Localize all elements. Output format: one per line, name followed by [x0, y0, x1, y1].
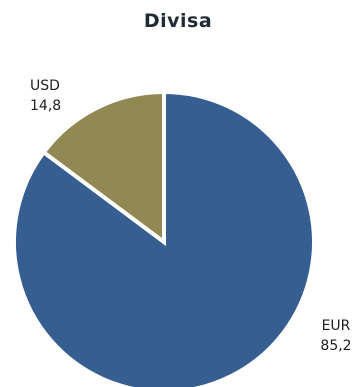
pie-slice-usd	[40, 89, 166, 246]
slice-label-usd: USD	[30, 78, 60, 94]
slice-label-eur: EUR	[322, 318, 351, 334]
pie-slices	[12, 89, 316, 387]
chart-title: Divisa	[143, 10, 213, 32]
pie-labels: EUR 85,2 USD 14,8	[30, 78, 352, 354]
slice-value-eur: 85,2	[320, 338, 351, 354]
slice-value-usd: 14,8	[30, 98, 61, 114]
